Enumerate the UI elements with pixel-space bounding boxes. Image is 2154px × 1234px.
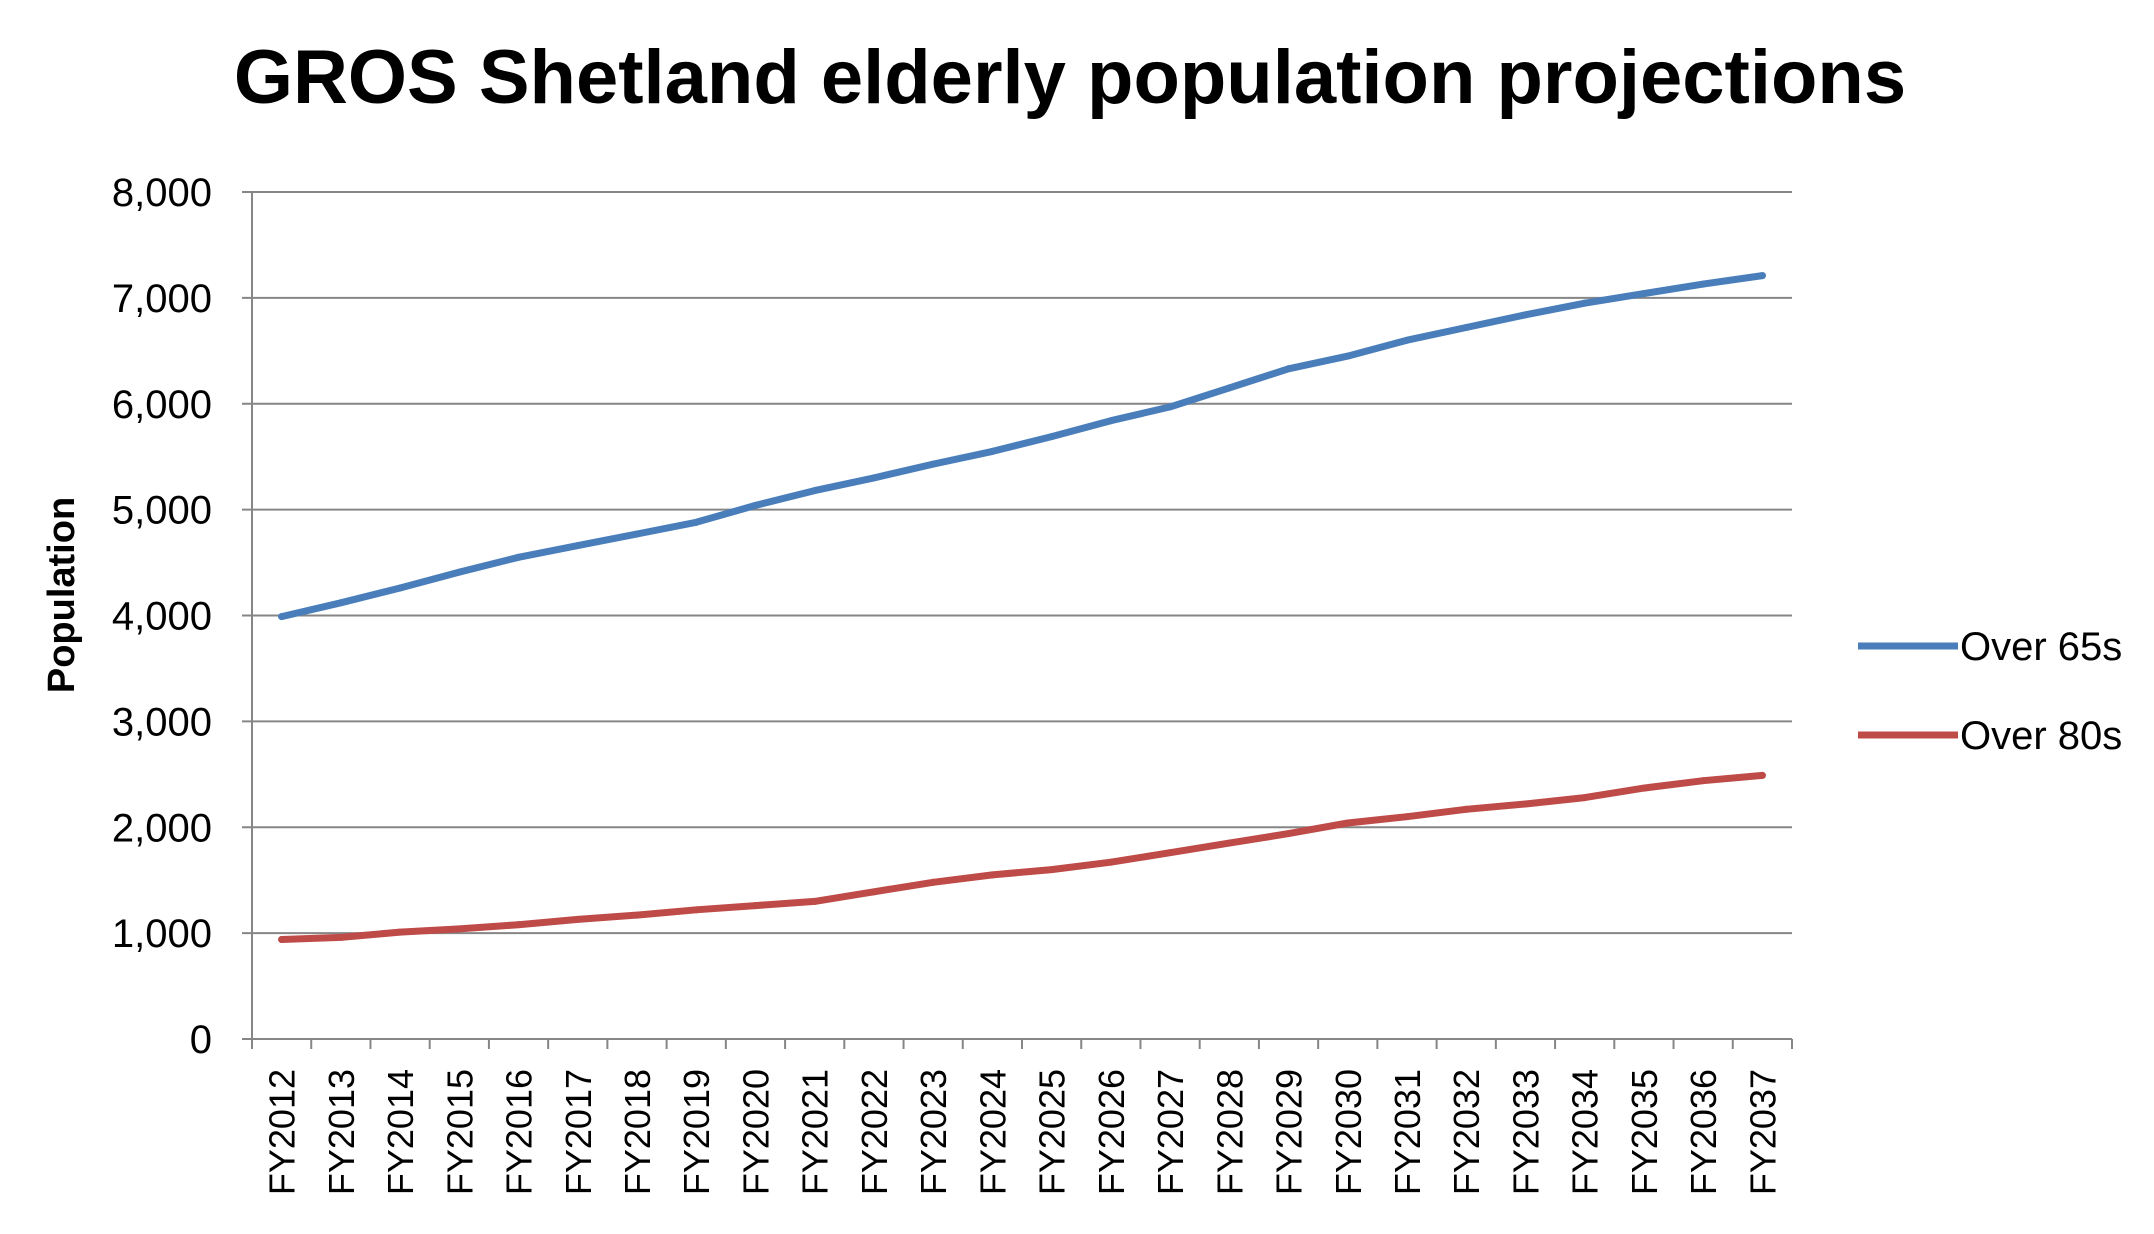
x-tick-label: FY2023 xyxy=(913,1069,954,1195)
data-point xyxy=(1640,290,1648,298)
x-tick-label: FY2016 xyxy=(499,1069,540,1195)
data-point xyxy=(1462,324,1470,332)
data-point xyxy=(1581,794,1589,802)
data-point xyxy=(870,474,878,482)
y-tick-label: 3,000 xyxy=(112,700,212,744)
data-point xyxy=(1107,858,1115,866)
data-point xyxy=(1521,311,1529,319)
x-tick-label: FY2037 xyxy=(1742,1069,1783,1195)
x-tick-label: FY2032 xyxy=(1446,1069,1487,1195)
data-point xyxy=(929,878,937,886)
data-point xyxy=(396,928,404,936)
x-tick-label: FY2022 xyxy=(854,1069,895,1195)
legend-label: Over 80s xyxy=(1960,714,2122,758)
series-line-over-65s xyxy=(278,272,1766,621)
data-point xyxy=(751,902,759,910)
data-point xyxy=(515,553,523,561)
data-point xyxy=(1225,839,1233,847)
y-tick-label: 2,000 xyxy=(112,806,212,850)
data-point xyxy=(929,460,937,468)
x-tick-label: FY2013 xyxy=(321,1069,362,1195)
data-point xyxy=(1285,830,1293,838)
data-point xyxy=(988,871,996,879)
data-point xyxy=(455,925,463,933)
x-tick-label: FY2020 xyxy=(735,1069,776,1195)
data-point xyxy=(692,906,700,914)
x-tick-label: FY2021 xyxy=(795,1069,836,1195)
data-point xyxy=(1758,771,1766,779)
y-tick-label: 0 xyxy=(190,1018,212,1062)
x-tick-label: FY2025 xyxy=(1032,1069,1073,1195)
x-tick-label: FY2015 xyxy=(439,1069,480,1195)
x-tick-label: FY2026 xyxy=(1091,1069,1132,1195)
x-tick-label: FY2036 xyxy=(1683,1069,1724,1195)
data-point xyxy=(455,568,463,576)
data-point xyxy=(1581,299,1589,307)
chart-title: GROS Shetland elderly population project… xyxy=(234,35,1906,120)
data-point xyxy=(574,542,582,550)
y-tick-label: 8,000 xyxy=(112,171,212,215)
x-tick-label: FY2031 xyxy=(1387,1069,1428,1195)
y-tick-label: 6,000 xyxy=(112,383,212,427)
x-tick-label: FY2024 xyxy=(972,1069,1013,1195)
data-point xyxy=(515,921,523,929)
data-point xyxy=(1699,280,1707,288)
data-point xyxy=(633,911,641,919)
data-point xyxy=(1640,784,1648,792)
x-tick-label: FY2029 xyxy=(1269,1069,1310,1195)
y-axis-title: Population xyxy=(41,497,83,693)
x-tick-label: FY2030 xyxy=(1328,1069,1369,1195)
data-point xyxy=(1344,352,1352,360)
data-point xyxy=(337,599,345,607)
y-tick-label: 7,000 xyxy=(112,277,212,321)
data-point xyxy=(1403,336,1411,344)
data-point xyxy=(1403,813,1411,821)
gridlines xyxy=(252,191,1792,935)
data-point xyxy=(811,897,819,905)
data-point xyxy=(1521,800,1529,808)
legend: Over 65s Over 80s xyxy=(1858,625,2122,758)
data-point xyxy=(574,915,582,923)
data-point xyxy=(692,518,700,526)
data-point xyxy=(1107,417,1115,425)
x-axis-ticks: FY2012 FY2013 FY2014 FY2015 FY2016 FY2017 FY20… xyxy=(251,1039,1793,1195)
data-point xyxy=(1048,433,1056,441)
data-point xyxy=(1225,384,1233,392)
x-tick-label: FY2035 xyxy=(1624,1069,1665,1195)
x-tick-label: FY2018 xyxy=(617,1069,658,1195)
x-tick-label: FY2033 xyxy=(1505,1069,1546,1195)
data-point xyxy=(396,584,404,592)
data-point xyxy=(1758,272,1766,280)
data-point xyxy=(1166,849,1174,857)
data-point xyxy=(633,530,641,538)
data-point xyxy=(1462,805,1470,813)
x-tick-label: FY2017 xyxy=(558,1069,599,1195)
x-tick-label: FY2012 xyxy=(262,1069,303,1195)
data-point xyxy=(870,888,878,896)
data-point xyxy=(751,501,759,509)
data-point xyxy=(811,487,819,495)
data-point xyxy=(278,613,286,621)
data-point xyxy=(1048,866,1056,874)
data-point xyxy=(1285,365,1293,373)
legend-label: Over 65s xyxy=(1960,625,2122,669)
data-point xyxy=(1344,819,1352,827)
x-tick-label: FY2014 xyxy=(380,1069,421,1195)
x-tick-label: FY2028 xyxy=(1209,1069,1250,1195)
data-point xyxy=(1699,777,1707,785)
y-tick-label: 5,000 xyxy=(112,489,212,533)
data-point xyxy=(278,935,286,943)
y-tick-label: 4,000 xyxy=(112,595,212,639)
x-tick-label: FY2027 xyxy=(1150,1069,1191,1195)
series-line-over-80s xyxy=(278,771,1766,943)
x-tick-label: FY2034 xyxy=(1565,1069,1606,1195)
y-axis-ticks: 0 1,000 2,000 3,000 4,000 5,000 6,000 7,000 8,00… xyxy=(112,171,252,1062)
series-lines xyxy=(278,272,1766,943)
data-point xyxy=(1166,403,1174,411)
x-tick-label: FY2019 xyxy=(676,1069,717,1195)
y-tick-label: 1,000 xyxy=(112,912,212,956)
data-point xyxy=(337,933,345,941)
data-point xyxy=(988,447,996,455)
